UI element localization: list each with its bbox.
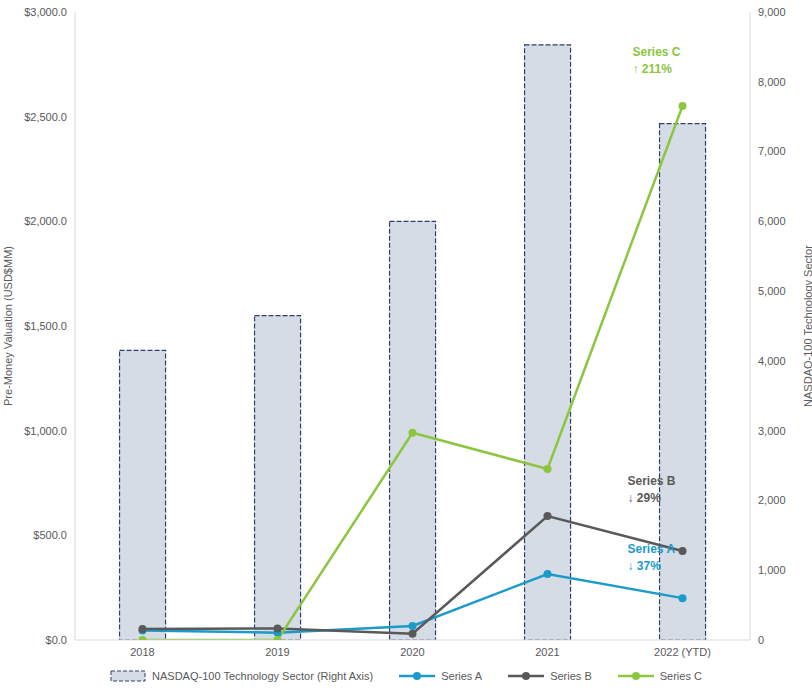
svg-text:$1,500.0: $1,500.0	[24, 320, 67, 332]
svg-text:3,000: 3,000	[758, 425, 786, 437]
svg-text:$0.0: $0.0	[46, 634, 67, 646]
html-text:Series C: Series C	[659, 670, 702, 682]
svg-text:Series C↑ 211%: Series C↑ 211%	[633, 45, 681, 76]
html-text:Series B: Series B	[550, 670, 592, 682]
svg-text:$1,000.0: $1,000.0	[24, 425, 67, 437]
svg-text:4,000: 4,000	[758, 355, 786, 367]
svg-text:7,000: 7,000	[758, 145, 786, 157]
svg-text:$500.0: $500.0	[33, 529, 67, 541]
svg-text:5,000: 5,000	[758, 285, 786, 297]
svg-text:2,000: 2,000	[758, 494, 786, 506]
html-text:NASDAQ-100 Technology Sector (: NASDAQ-100 Technology Sector (Right Axis…	[152, 670, 374, 682]
svg-text:8,000: 8,000	[758, 76, 786, 88]
svg-text:2018: 2018	[130, 646, 154, 658]
html-text:Series A: Series A	[441, 670, 483, 682]
svg-text:0: 0	[758, 634, 764, 646]
svg-text:$2,000.0: $2,000.0	[24, 215, 67, 227]
svg-text:2020: 2020	[400, 646, 424, 658]
svg-text:Series B↓ 29%: Series B↓ 29%	[628, 474, 676, 505]
svg-text:$3,000.0: $3,000.0	[24, 6, 67, 18]
svg-text:$2,500.0: $2,500.0	[24, 111, 67, 123]
svg-text:6,000: 6,000	[758, 215, 786, 227]
svg-text:2021: 2021	[535, 646, 559, 658]
svg-text:2019: 2019	[265, 646, 289, 658]
svg-text:Pre-Money Valuation (USD$MM): Pre-Money Valuation (USD$MM)	[8, 246, 14, 406]
svg-text:NASDAQ-100 Technology Sector: NASDAQ-100 Technology Sector	[802, 245, 804, 407]
svg-text:Series A↓ 37%: Series A↓ 37%	[628, 542, 676, 573]
svg-text:1,000: 1,000	[758, 564, 786, 576]
svg-text:9,000: 9,000	[758, 6, 786, 18]
svg-text:2022 (YTD): 2022 (YTD)	[654, 646, 711, 658]
